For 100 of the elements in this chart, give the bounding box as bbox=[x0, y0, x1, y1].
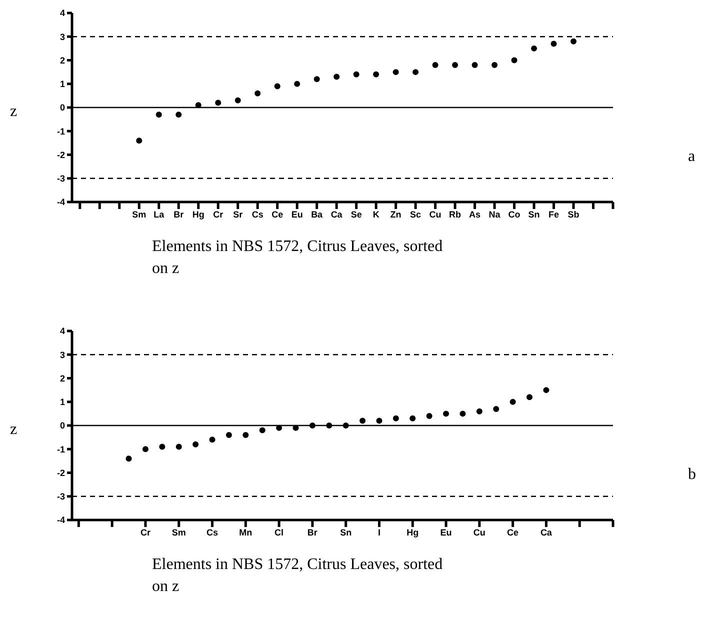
x-tick-label: Sn bbox=[528, 209, 540, 220]
point bbox=[259, 427, 266, 434]
point bbox=[353, 71, 360, 78]
y-tick-label: -2 bbox=[56, 468, 65, 478]
x-tick-label: Sc bbox=[410, 209, 422, 220]
x-tick-label: Cl bbox=[274, 527, 284, 538]
point bbox=[426, 413, 432, 420]
point bbox=[274, 83, 280, 90]
point bbox=[443, 410, 450, 417]
point bbox=[531, 45, 538, 52]
point bbox=[526, 394, 533, 400]
x-tick-label: Hg bbox=[192, 209, 204, 220]
point bbox=[126, 456, 132, 462]
x-tick-label: Br bbox=[307, 527, 318, 538]
y-tick-label: -2 bbox=[56, 150, 65, 160]
y-tick-label: 1 bbox=[60, 397, 65, 408]
point bbox=[254, 90, 261, 96]
point bbox=[142, 446, 148, 452]
x-tick-label: Fe bbox=[548, 209, 560, 220]
point bbox=[176, 112, 182, 118]
point bbox=[314, 76, 320, 82]
point bbox=[215, 100, 222, 106]
x-tick-label: Mn bbox=[239, 527, 252, 538]
point bbox=[432, 62, 438, 68]
y-tick-label: 4 bbox=[60, 326, 65, 336]
y-tick-label: -4 bbox=[56, 197, 65, 208]
x-tick-label: Sn bbox=[340, 527, 352, 538]
point bbox=[309, 422, 316, 428]
x-tick-label: Cu bbox=[429, 209, 442, 220]
y-tick-label: 4 bbox=[60, 8, 65, 18]
y-tick-label: 2 bbox=[60, 55, 65, 66]
x-tick-label: Ca bbox=[330, 209, 344, 220]
x-tick-label: I bbox=[378, 527, 380, 538]
y-tick-label: -3 bbox=[56, 492, 65, 502]
point bbox=[392, 69, 399, 76]
x-tick-label: Hg bbox=[406, 527, 419, 538]
point bbox=[334, 74, 340, 80]
y-tick-label: 0 bbox=[60, 420, 65, 431]
point bbox=[511, 57, 518, 64]
x-tick-label: Ca bbox=[540, 527, 553, 538]
x-tick-label: Br bbox=[174, 209, 184, 220]
x-tick-label: Cr bbox=[140, 527, 151, 538]
point bbox=[412, 69, 419, 76]
point bbox=[176, 444, 182, 450]
point bbox=[342, 422, 349, 428]
y-tick-label: -1 bbox=[56, 444, 65, 454]
point bbox=[226, 432, 232, 438]
point bbox=[543, 387, 550, 394]
point bbox=[373, 71, 380, 78]
point bbox=[136, 138, 142, 144]
x-tick-label: Ba bbox=[311, 209, 324, 220]
point bbox=[242, 432, 249, 438]
x-tick-label: Ce bbox=[507, 527, 519, 538]
x-tick-label: Ce bbox=[272, 209, 284, 220]
point bbox=[159, 444, 166, 450]
point bbox=[476, 408, 482, 414]
x-tick-label: La bbox=[154, 209, 166, 220]
point bbox=[493, 406, 500, 412]
y-tick-label: -3 bbox=[56, 174, 65, 184]
y-tick-label: 0 bbox=[60, 102, 65, 113]
point bbox=[234, 97, 241, 104]
x-tick-label: Sb bbox=[568, 209, 580, 220]
x-tick-label: Na bbox=[488, 209, 502, 220]
x-tick-label: Se bbox=[350, 209, 362, 220]
x-tick-label: Sm bbox=[132, 209, 146, 220]
point bbox=[452, 62, 458, 68]
y-tick-label: 3 bbox=[60, 350, 65, 360]
x-tick-label: Zn bbox=[390, 209, 402, 220]
point bbox=[294, 80, 300, 87]
point bbox=[326, 422, 332, 428]
point bbox=[510, 398, 516, 405]
y-tick-label: 2 bbox=[60, 373, 65, 384]
y-tick-label: -4 bbox=[56, 515, 65, 526]
y-tick-label: -1 bbox=[56, 126, 65, 136]
text: a bbox=[688, 148, 696, 166]
x-tick-label: Sr bbox=[233, 209, 244, 220]
x-tick-label: Cu bbox=[473, 527, 486, 538]
y-axis-title: z bbox=[10, 421, 18, 439]
point bbox=[492, 62, 498, 68]
point bbox=[360, 418, 366, 424]
point bbox=[550, 40, 557, 47]
point bbox=[472, 62, 478, 68]
x-tick-label: Sm bbox=[172, 527, 186, 538]
text: b bbox=[688, 466, 696, 484]
x-tick-label: K bbox=[372, 209, 380, 220]
x-tick-label: Eu bbox=[440, 527, 452, 538]
y-axis-title: z bbox=[10, 103, 18, 121]
point bbox=[460, 410, 466, 417]
x-tick-label: As bbox=[469, 209, 481, 220]
point bbox=[192, 441, 199, 448]
point bbox=[195, 102, 202, 108]
point bbox=[376, 418, 382, 424]
x-tick-label: Co bbox=[508, 209, 521, 220]
point bbox=[276, 424, 282, 431]
point bbox=[209, 436, 216, 443]
y-tick-label: 3 bbox=[60, 32, 65, 42]
point bbox=[392, 415, 399, 422]
x-tick-label: Cs bbox=[252, 209, 264, 220]
x-tick-label: Cr bbox=[213, 209, 224, 220]
point bbox=[410, 415, 416, 422]
